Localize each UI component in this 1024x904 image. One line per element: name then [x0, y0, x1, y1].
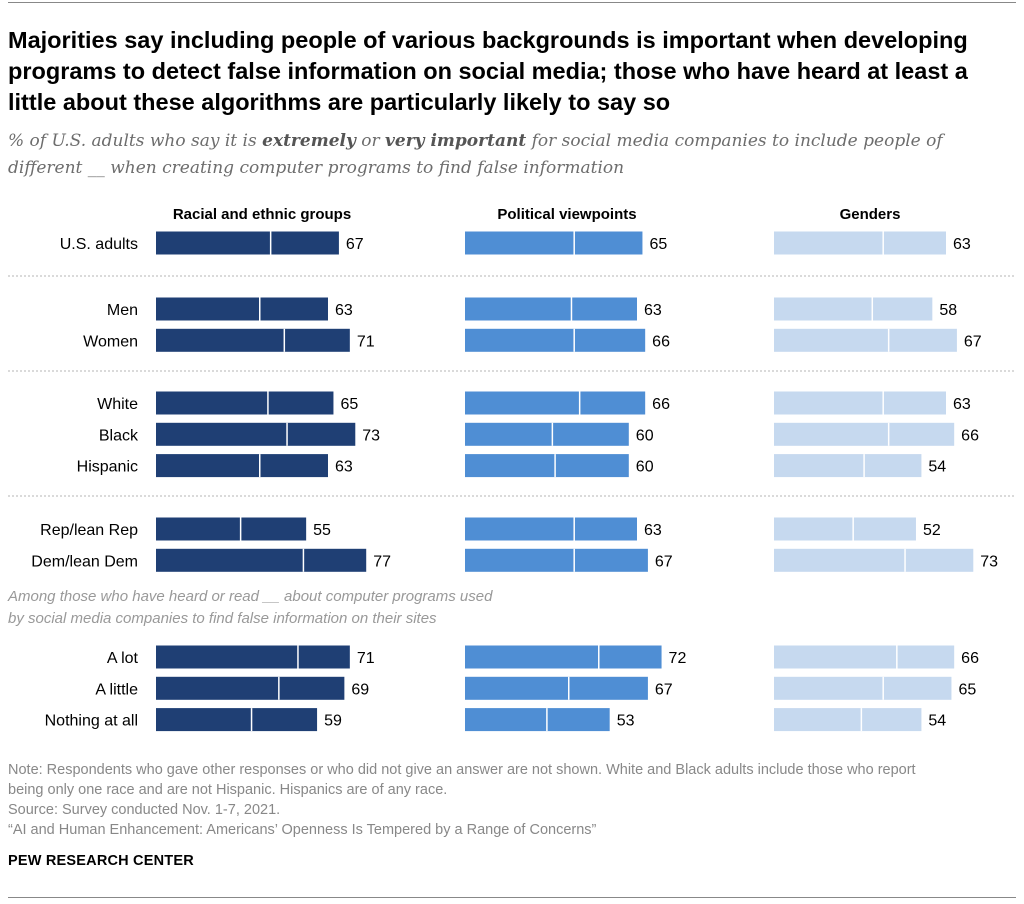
bar-racial-and-ethnic-groups-hispanic — [156, 454, 328, 478]
bar-genders-u-s-adults — [774, 231, 946, 255]
bar-racial-and-ethnic-groups-white — [156, 391, 334, 415]
value-label-political-viewpoints-a-lot: 72 — [669, 650, 687, 667]
row-label-white: White — [97, 396, 138, 413]
value-label-racial-and-ethnic-groups-rep-lean-rep: 55 — [313, 522, 331, 539]
bar-genders-rep-lean-rep — [774, 517, 916, 541]
note-line-2: being only one race and are not Hispanic… — [8, 782, 448, 798]
value-label-political-viewpoints-hispanic: 60 — [636, 459, 654, 476]
column-header-genders: Genders — [840, 206, 901, 223]
row-label-hispanic: Hispanic — [77, 459, 138, 476]
value-label-racial-and-ethnic-groups-white: 65 — [340, 396, 358, 413]
bar-political-viewpoints-black — [465, 422, 629, 446]
bar-racial-and-ethnic-groups-nothing-at-all — [156, 708, 318, 732]
row-label-women: Women — [83, 333, 138, 350]
chart-subtitle: % of U.S. adults who say it is extremely… — [8, 128, 1008, 182]
value-label-political-viewpoints-u-s-adults: 65 — [649, 236, 667, 253]
value-label-genders-white: 63 — [953, 396, 971, 413]
value-label-genders-hispanic: 54 — [928, 459, 946, 476]
top-rule — [8, 2, 1016, 3]
bar-political-viewpoints-u-s-adults — [465, 231, 643, 255]
row-label-men: Men — [107, 302, 138, 319]
column-header-political-viewpoints: Political viewpoints — [497, 206, 636, 223]
bar-political-viewpoints-a-little — [465, 676, 648, 700]
bar-genders-hispanic — [774, 454, 922, 478]
subtitle-emphasis-very-important: very important — [385, 131, 527, 151]
bar-racial-and-ethnic-groups-black — [156, 422, 356, 446]
chart-title: Majorities say including people of vario… — [8, 27, 968, 115]
value-label-genders-black: 66 — [961, 427, 979, 444]
bar-racial-and-ethnic-groups-a-little — [156, 676, 345, 700]
value-label-racial-and-ethnic-groups-nothing-at-all: 59 — [324, 713, 342, 730]
subtitle-part2: or — [355, 131, 386, 151]
value-label-political-viewpoints-white: 66 — [652, 396, 670, 413]
bar-political-viewpoints-hispanic — [465, 454, 629, 478]
bar-political-viewpoints-white — [465, 391, 646, 415]
subtitle-part3: for social media companies to include pe… — [8, 131, 943, 178]
row-label-nothing-at-all: Nothing at all — [45, 713, 138, 730]
row-label-black: Black — [99, 427, 139, 444]
bar-political-viewpoints-rep-lean-rep — [465, 517, 637, 541]
brand-name: PEW RESEARCH CENTER — [8, 853, 194, 869]
value-label-genders-men: 58 — [939, 302, 957, 319]
bar-genders-a-little — [774, 676, 952, 700]
bar-chart: Racial and ethnic groups Political viewpo… — [7, 206, 1016, 732]
column-header-racial-and-ethnic-groups: Racial and ethnic groups — [173, 206, 351, 223]
value-label-genders-u-s-adults: 63 — [953, 236, 971, 253]
value-label-political-viewpoints-nothing-at-all: 53 — [617, 713, 635, 730]
bar-genders-a-lot — [774, 645, 955, 669]
value-label-political-viewpoints-black: 60 — [636, 427, 654, 444]
row-label-a-lot: A lot — [107, 650, 139, 667]
bar-genders-men — [774, 297, 933, 321]
value-label-racial-and-ethnic-groups-men: 63 — [335, 302, 353, 319]
footnotes: Note: Respondents who gave other respons… — [8, 760, 1018, 840]
bar-racial-and-ethnic-groups-u-s-adults — [156, 231, 339, 255]
row-label-dem-lean-dem: Dem/lean Dem — [31, 553, 138, 570]
bar-genders-white — [774, 391, 946, 415]
bar-political-viewpoints-nothing-at-all — [465, 708, 610, 732]
bar-political-viewpoints-dem-lean-dem — [465, 548, 648, 572]
bar-political-viewpoints-men — [465, 297, 637, 321]
value-label-racial-and-ethnic-groups-hispanic: 63 — [335, 459, 353, 476]
note-line-1: Note: Respondents who gave other respons… — [8, 762, 916, 778]
subtitle-part1: % of U.S. adults who say it is — [8, 131, 263, 151]
value-label-political-viewpoints-women: 66 — [652, 333, 670, 350]
bar-political-viewpoints-women — [465, 328, 646, 352]
bar-racial-and-ethnic-groups-men — [156, 297, 328, 321]
source-line: Source: Survey conducted Nov. 1-7, 2021. — [8, 802, 281, 818]
value-label-racial-and-ethnic-groups-black: 73 — [362, 427, 380, 444]
bar-racial-and-ethnic-groups-rep-lean-rep — [156, 517, 307, 541]
value-label-racial-and-ethnic-groups-dem-lean-dem: 77 — [373, 553, 391, 570]
bar-genders-nothing-at-all — [774, 708, 922, 732]
bar-political-viewpoints-a-lot — [465, 645, 662, 669]
bar-racial-and-ethnic-groups-a-lot — [156, 645, 350, 669]
subgroup-heading-line-2: by social media companies to find false … — [8, 610, 437, 627]
report-title: “AI and Human Enhancement: Americans’ Op… — [8, 822, 597, 838]
bar-genders-dem-lean-dem — [774, 548, 974, 572]
value-label-genders-women: 67 — [964, 333, 982, 350]
value-label-genders-a-lot: 66 — [961, 650, 979, 667]
bar-genders-women — [774, 328, 957, 352]
value-label-political-viewpoints-rep-lean-rep: 63 — [644, 522, 662, 539]
value-label-genders-a-little: 65 — [958, 681, 976, 698]
row-label-u-s-adults: U.S. adults — [60, 236, 138, 253]
value-label-racial-and-ethnic-groups-u-s-adults: 67 — [346, 236, 364, 253]
value-label-political-viewpoints-a-little: 67 — [655, 681, 673, 698]
value-label-political-viewpoints-dem-lean-dem: 67 — [655, 553, 673, 570]
value-label-genders-dem-lean-dem: 73 — [980, 553, 998, 570]
value-label-genders-rep-lean-rep: 52 — [923, 522, 941, 539]
value-label-political-viewpoints-men: 63 — [644, 302, 662, 319]
value-label-racial-and-ethnic-groups-a-lot: 71 — [357, 650, 375, 667]
subtitle-emphasis-extremely: extremely — [262, 131, 356, 151]
bar-racial-and-ethnic-groups-women — [156, 328, 350, 352]
bar-genders-black — [774, 422, 955, 446]
row-label-rep-lean-rep: Rep/lean Rep — [40, 522, 138, 539]
value-label-genders-nothing-at-all: 54 — [928, 713, 946, 730]
subgroup-heading-line-1: Among those who have heard or read __ ab… — [7, 588, 493, 605]
value-label-racial-and-ethnic-groups-women: 71 — [357, 333, 375, 350]
value-label-racial-and-ethnic-groups-a-little: 69 — [351, 681, 369, 698]
row-label-a-little: A little — [95, 681, 138, 698]
bar-racial-and-ethnic-groups-dem-lean-dem — [156, 548, 367, 572]
bottom-rule — [8, 897, 1016, 898]
